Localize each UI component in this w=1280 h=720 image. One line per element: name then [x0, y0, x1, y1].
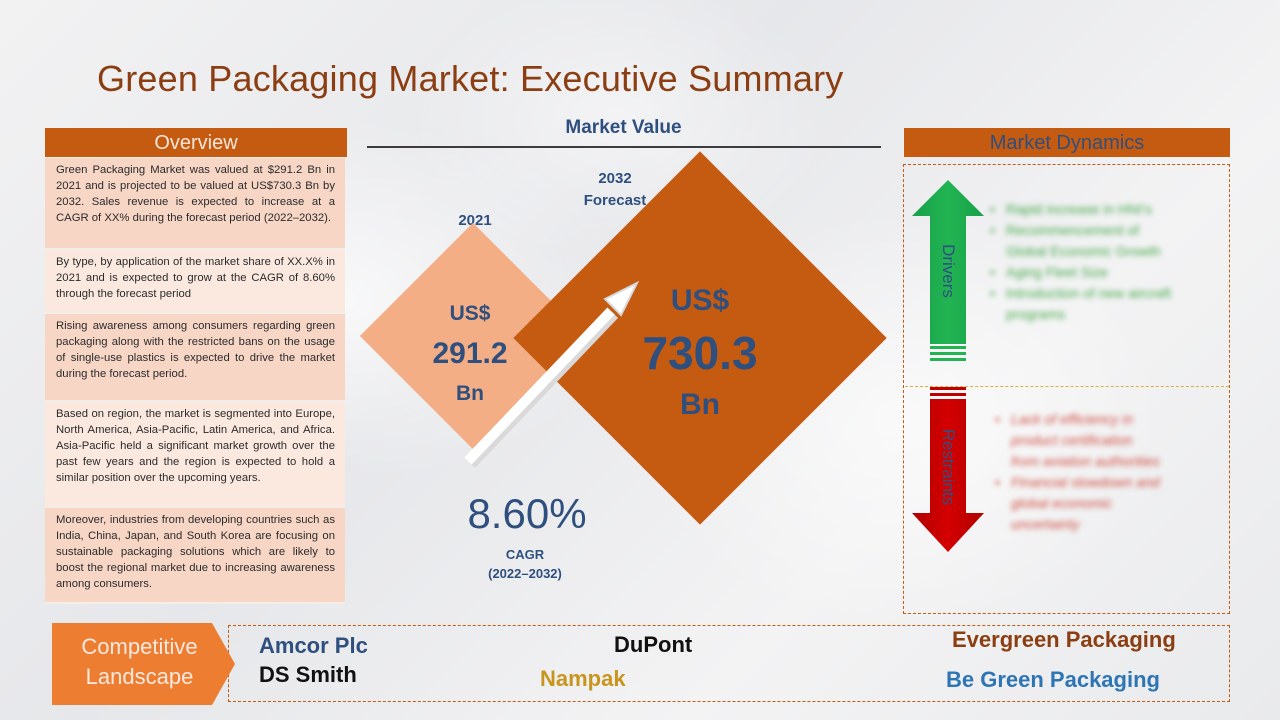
overview-item: Moreover, industries from developing cou…: [45, 508, 345, 604]
value-2032-currency: US$: [670, 284, 730, 317]
driver-item-cont: Global Economic Growth: [1006, 243, 1161, 259]
competitive-label-line1: Competitive: [81, 634, 198, 659]
restraints-down-arrow-icon: [912, 387, 984, 552]
overview-header: Overview: [45, 128, 347, 157]
driver-item: Introduction of new aircraft: [990, 283, 1220, 304]
cagr-period: (2022–2032): [488, 566, 562, 581]
page-title: Green Packaging Market: Executive Summar…: [97, 58, 844, 99]
restraint-item: Lack of efficiency in: [995, 409, 1215, 430]
company-evergreen: Evergreen Packaging: [952, 627, 1176, 652]
driver-item: Rapid increase in HNI's: [990, 199, 1220, 220]
overview-list: Green Packaging Market was valued at $29…: [45, 158, 345, 604]
value-2021-currency: US$: [449, 302, 491, 325]
restraints-label: Restraints: [939, 428, 958, 506]
restraint-item-cont: from aviation authorities: [1011, 453, 1160, 469]
value-2021-number: 291.2: [432, 337, 508, 370]
company-nampak: Nampak: [540, 666, 626, 691]
driver-item-cont: programs: [1006, 306, 1066, 322]
restraint-item-cont: product certification: [1011, 432, 1133, 448]
company-dupont: DuPont: [614, 632, 693, 657]
restraints-list: Lack of efficiency in product certificat…: [995, 409, 1215, 535]
market-value-title: Market Value: [565, 117, 682, 138]
year-2032-forecast: Forecast: [583, 192, 647, 209]
drivers-label: Drivers: [939, 244, 958, 298]
year-2021-label: 2021: [458, 212, 492, 229]
restraint-item-cont: global economic: [1011, 495, 1113, 511]
market-dynamics-divider: [905, 386, 1229, 387]
growth-arrow-icon: [464, 280, 640, 468]
driver-item: Recommencement of: [990, 220, 1220, 241]
company-ds-smith: DS Smith: [259, 662, 357, 687]
drivers-up-arrow-icon: [912, 180, 984, 361]
market-dynamics-header: Market Dynamics: [904, 128, 1230, 157]
competitive-chevron-icon: [52, 623, 235, 705]
value-2032-unit: Bn: [680, 388, 720, 421]
cagr-value: 8.60%: [467, 490, 587, 537]
overview-item: By type, by application of the market sh…: [45, 250, 345, 314]
overview-item: Rising awareness among consumers regardi…: [45, 314, 345, 402]
driver-item: Aging Fleet Size: [990, 262, 1220, 283]
competitive-label: Competitive Landscape: [62, 632, 217, 692]
overview-item: Based on region, the market is segmented…: [45, 402, 345, 508]
company-be-green: Be Green Packaging: [946, 667, 1160, 692]
company-amcor: Amcor Plc: [259, 633, 368, 658]
competitive-label-line2: Landscape: [85, 664, 194, 689]
drivers-list: Rapid increase in HNI's Recommencement o…: [990, 199, 1220, 325]
market-dynamics-box: [903, 164, 1230, 614]
value-2032-number: 730.3: [642, 327, 758, 379]
value-2021-unit: Bn: [456, 382, 484, 405]
restraint-item-cont: uncertainty: [1011, 516, 1080, 532]
year-2032-year: 2032: [598, 170, 632, 187]
restraint-item: Financial slowdown and: [995, 472, 1215, 493]
cagr-label: CAGR (2022–2032): [470, 545, 580, 583]
overview-item: Green Packaging Market was valued at $29…: [45, 158, 345, 250]
value-2021: US$ 291.2 Bn: [405, 300, 535, 408]
value-2032: US$ 730.3 Bn: [620, 282, 780, 424]
year-2032-label: 2032 Forecast: [570, 168, 660, 212]
market-value-rule: [367, 146, 881, 148]
cagr-text: CAGR: [505, 547, 545, 562]
